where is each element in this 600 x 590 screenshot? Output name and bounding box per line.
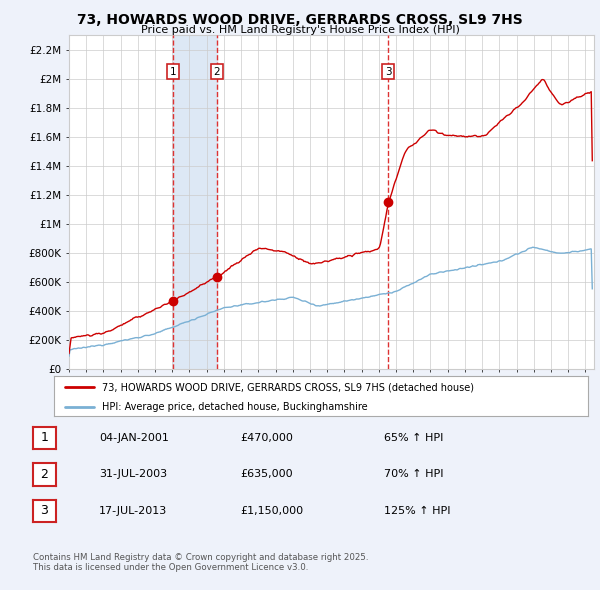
Text: Contains HM Land Registry data © Crown copyright and database right 2025.: Contains HM Land Registry data © Crown c… [33,553,368,562]
Text: 3: 3 [385,67,391,77]
Text: 65% ↑ HPI: 65% ↑ HPI [384,433,443,442]
Text: £470,000: £470,000 [240,433,293,442]
Bar [173,35,217,369]
Text: 2: 2 [214,67,220,77]
Text: 31-JUL-2003: 31-JUL-2003 [99,470,167,479]
Text: 17-JUL-2013: 17-JUL-2013 [99,506,167,516]
Text: 3: 3 [40,504,49,517]
Text: 04-JAN-2001: 04-JAN-2001 [99,433,169,442]
Text: 125% ↑ HPI: 125% ↑ HPI [384,506,451,516]
Text: £1,150,000: £1,150,000 [240,506,303,516]
Text: 2: 2 [40,468,49,481]
Text: 70% ↑ HPI: 70% ↑ HPI [384,470,443,479]
Text: 1: 1 [170,67,176,77]
Text: HPI: Average price, detached house, Buckinghamshire: HPI: Average price, detached house, Buck… [102,402,368,412]
Text: 73, HOWARDS WOOD DRIVE, GERRARDS CROSS, SL9 7HS (detached house): 73, HOWARDS WOOD DRIVE, GERRARDS CROSS, … [102,382,474,392]
Text: This data is licensed under the Open Government Licence v3.0.: This data is licensed under the Open Gov… [33,563,308,572]
Text: £635,000: £635,000 [240,470,293,479]
Text: Price paid vs. HM Land Registry's House Price Index (HPI): Price paid vs. HM Land Registry's House … [140,25,460,35]
Text: 1: 1 [40,431,49,444]
Text: 73, HOWARDS WOOD DRIVE, GERRARDS CROSS, SL9 7HS: 73, HOWARDS WOOD DRIVE, GERRARDS CROSS, … [77,13,523,27]
